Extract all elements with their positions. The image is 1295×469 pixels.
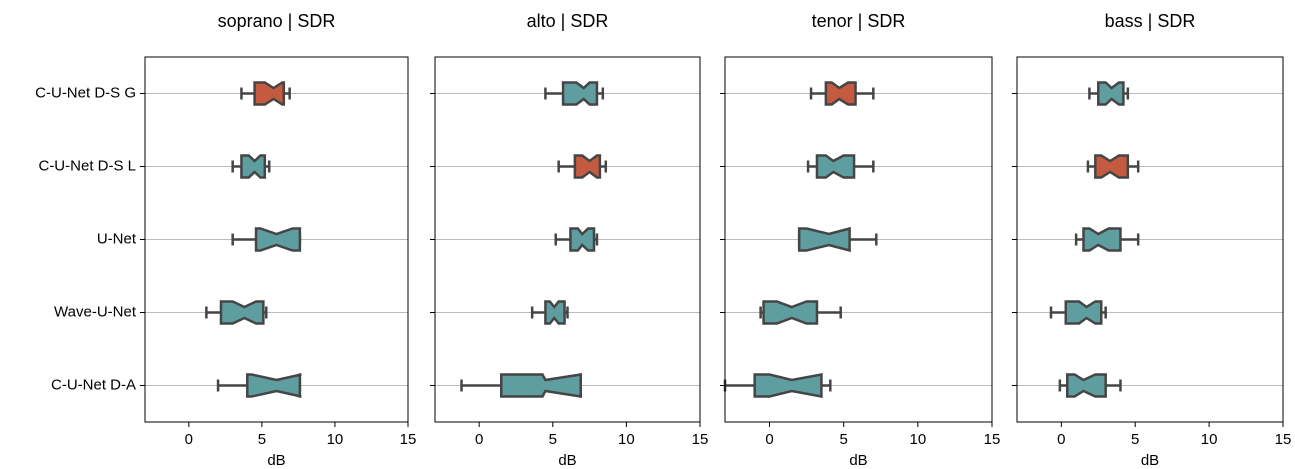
box [253,81,286,106]
box [762,300,819,325]
panel-title: alto | SDR [527,11,609,31]
x-tick-label: 5 [1131,431,1139,448]
box [1065,373,1107,398]
x-axis-label: dB [849,452,867,469]
x-axis-label: dB [558,452,576,469]
plot-frame [1016,56,1284,423]
box [561,81,599,106]
y-tick-label: U-Net [97,230,137,247]
box [246,373,302,398]
box [500,373,582,398]
x-tick-label: 5 [839,431,847,448]
box [569,227,596,252]
plot-frame [434,56,701,423]
x-axis-label: dB [267,452,285,469]
panel-title: bass | SDR [1105,11,1196,31]
x-tick-label: 10 [909,431,926,448]
box [797,226,851,253]
y-tick-label: C-U-Net D-S G [35,84,136,101]
box [1082,227,1122,252]
box [1064,300,1103,325]
box [1094,154,1130,179]
x-axis-label: dB [1141,452,1159,469]
panel-title: soprano | SDR [218,11,336,31]
box [544,300,566,325]
x-tick-label: 15 [400,431,417,448]
x-tick-label: 10 [618,431,635,448]
box [254,227,302,252]
panel-title: tenor | SDR [812,11,906,31]
x-tick-label: 0 [185,431,193,448]
x-tick-label: 10 [1201,431,1218,448]
box [1097,81,1125,106]
box [824,81,857,106]
y-tick-label: C-U-Net D-A [51,376,136,393]
y-tick-label: Wave-U-Net [54,303,137,320]
x-tick-label: 5 [549,431,557,448]
y-tick-label: C-U-Net D-S L [38,157,136,174]
x-tick-label: 15 [692,431,709,448]
box [573,154,602,179]
box [219,300,265,325]
x-tick-label: 10 [327,431,344,448]
x-tick-label: 0 [765,431,773,448]
x-tick-label: 15 [984,431,1001,448]
x-tick-label: 5 [258,431,266,448]
box [240,154,267,179]
box [815,154,856,179]
box [753,372,823,399]
x-tick-label: 0 [1057,431,1065,448]
plot-frame [144,56,409,423]
x-tick-label: 0 [475,431,483,448]
x-tick-label: 15 [1275,431,1292,448]
plot-frame [724,56,993,423]
